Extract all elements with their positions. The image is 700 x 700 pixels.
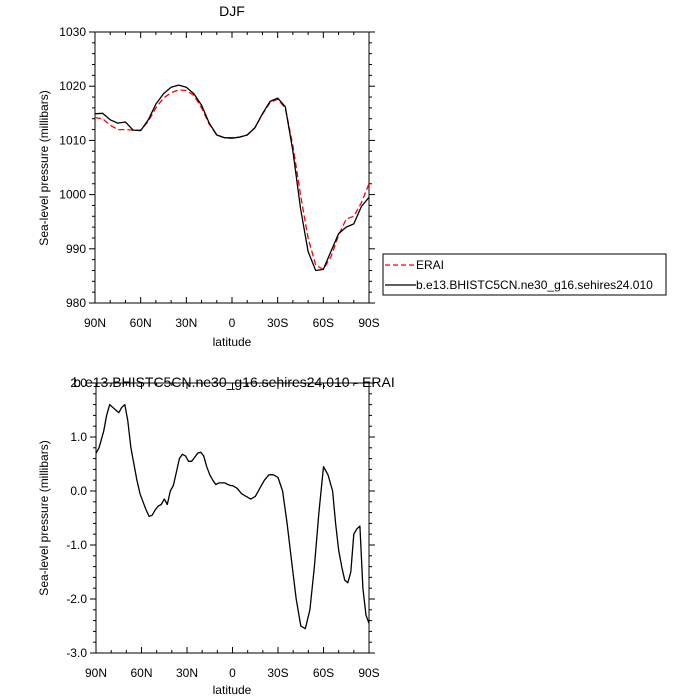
bottom-chart-y-tick-label: -2.0 [66, 592, 87, 606]
top-chart-x-tick-label: 0 [229, 316, 236, 330]
bottom-chart-x-tick-label: 30N [176, 666, 198, 680]
top-chart-y-tick-label: 1020 [59, 79, 86, 93]
top-chart-panel: DJF Sea-level pressure (millibars) latit… [37, 3, 380, 349]
bottom-chart-x-tick-label: 60N [130, 666, 152, 680]
top-chart-x-tick-label: 30N [175, 316, 197, 330]
top-chart-x-tick-label: 90S [358, 316, 379, 330]
top-chart-x-tick-label: 90N [84, 316, 106, 330]
bottom-chart-y-tick-label: 0.0 [70, 484, 87, 498]
top-chart-y-tick-label: 980 [66, 296, 86, 310]
top-chart-y-tick-label: 990 [66, 242, 86, 256]
top-chart-ylabel: Sea-level pressure (millibars) [37, 90, 51, 245]
top-chart-xlabel: latitude [213, 335, 252, 349]
bottom-chart-y-tick-label: 2.0 [70, 376, 87, 390]
top-chart-x-tick-label: 30S [267, 316, 288, 330]
bottom-chart-title: b.e13.BHISTC5CN.ne30_g16.sehires24.010 -… [73, 374, 394, 390]
bottom-chart-y-tick-label: -3.0 [66, 646, 87, 660]
top-chart-y-tick-label: 1000 [59, 188, 86, 202]
top-chart-series-line-0 [94, 89, 370, 271]
bottom-chart-x-tick-label: 30S [267, 666, 288, 680]
top-chart-y-tick-label: 1030 [59, 25, 86, 39]
top-chart-legend: ERAI b.e13.BHISTC5CN.ne30_g16.sehires24.… [382, 253, 667, 296]
bottom-chart-x-tick-label: 0 [229, 666, 236, 680]
bottom-chart-ylabel: Sea-level pressure (millibars) [37, 440, 51, 595]
bottom-chart-xlabel: latitude [213, 683, 252, 697]
bottom-chart-x-tick-label: 90N [85, 666, 107, 680]
bottom-chart-x-tick-label: 90S [358, 666, 379, 680]
bottom-chart-panel: b.e13.BHISTC5CN.ne30_g16.sehires24.010 -… [37, 374, 395, 697]
legend-box [382, 253, 667, 296]
bottom-chart-y-tick-label: -1.0 [66, 538, 87, 552]
top-chart-series-line-1 [94, 84, 370, 272]
legend-label-erai: ERAI [416, 258, 444, 272]
top-chart-y-tick-label: 1010 [59, 133, 86, 147]
bottom-chart-y-tick-label: 1.0 [70, 430, 87, 444]
top-chart-title: DJF [219, 3, 245, 19]
bottom-chart-x-tick-label: 60S [313, 666, 334, 680]
legend-label-model: b.e13.BHISTC5CN.ne30_g16.sehires24.010 [416, 278, 653, 292]
top-chart-x-tick-label: 60S [313, 316, 334, 330]
bottom-chart-series-line-0 [95, 403, 370, 630]
bottom-chart-plot-frame [95, 382, 370, 654]
top-chart-x-tick-label: 60N [130, 316, 152, 330]
